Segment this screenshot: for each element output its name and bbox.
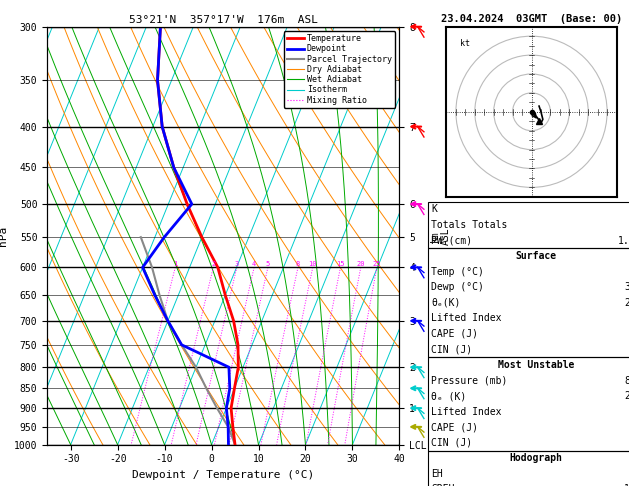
Text: 1.03: 1.03	[618, 236, 629, 245]
Text: 10: 10	[308, 261, 317, 267]
Text: Lifted Index: Lifted Index	[431, 313, 502, 323]
Text: 5: 5	[266, 261, 270, 267]
Text: 1: 1	[173, 261, 177, 267]
Text: θₑ (K): θₑ (K)	[431, 391, 467, 401]
Text: 23.04.2024  03GMT  (Base: 00): 23.04.2024 03GMT (Base: 00)	[441, 14, 622, 24]
Text: 20: 20	[357, 261, 365, 267]
Text: SREH: SREH	[431, 485, 455, 486]
Text: Temp (°C): Temp (°C)	[431, 267, 484, 277]
Text: 3: 3	[235, 261, 239, 267]
Text: Surface: Surface	[516, 251, 557, 261]
Text: 2: 2	[211, 261, 215, 267]
Text: EH: EH	[431, 469, 443, 479]
Text: 850: 850	[624, 376, 629, 385]
Text: θₑ(K): θₑ(K)	[431, 298, 461, 308]
Text: Hodograph: Hodograph	[509, 453, 563, 463]
Text: 25: 25	[372, 261, 381, 267]
Text: Dewp (°C): Dewp (°C)	[431, 282, 484, 292]
Text: 4: 4	[252, 261, 256, 267]
Y-axis label: hPa: hPa	[0, 226, 8, 246]
Legend: Temperature, Dewpoint, Parcel Trajectory, Dry Adiabat, Wet Adiabat, Isotherm, Mi: Temperature, Dewpoint, Parcel Trajectory…	[284, 31, 395, 108]
Text: CAPE (J): CAPE (J)	[431, 422, 479, 432]
Text: Most Unstable: Most Unstable	[498, 360, 574, 370]
Text: CIN (J): CIN (J)	[431, 345, 472, 354]
Text: 295: 295	[624, 391, 629, 401]
Text: K: K	[431, 205, 437, 214]
Text: CAPE (J): CAPE (J)	[431, 329, 479, 339]
Text: 3.6: 3.6	[624, 282, 629, 292]
Text: CIN (J): CIN (J)	[431, 438, 472, 448]
Text: Pressure (mb): Pressure (mb)	[431, 376, 508, 385]
Text: 148: 148	[624, 485, 629, 486]
Text: PW (cm): PW (cm)	[431, 236, 472, 245]
Y-axis label: km
ASL: km ASL	[430, 227, 451, 244]
Text: 8: 8	[296, 261, 300, 267]
Title: 53°21'N  357°17'W  176m  ASL: 53°21'N 357°17'W 176m ASL	[129, 15, 318, 25]
X-axis label: Dewpoint / Temperature (°C): Dewpoint / Temperature (°C)	[132, 470, 314, 480]
Text: kt: kt	[460, 38, 470, 48]
Text: Lifted Index: Lifted Index	[431, 407, 502, 417]
Text: 291: 291	[624, 298, 629, 308]
Text: 15: 15	[337, 261, 345, 267]
Text: Totals Totals: Totals Totals	[431, 220, 508, 230]
